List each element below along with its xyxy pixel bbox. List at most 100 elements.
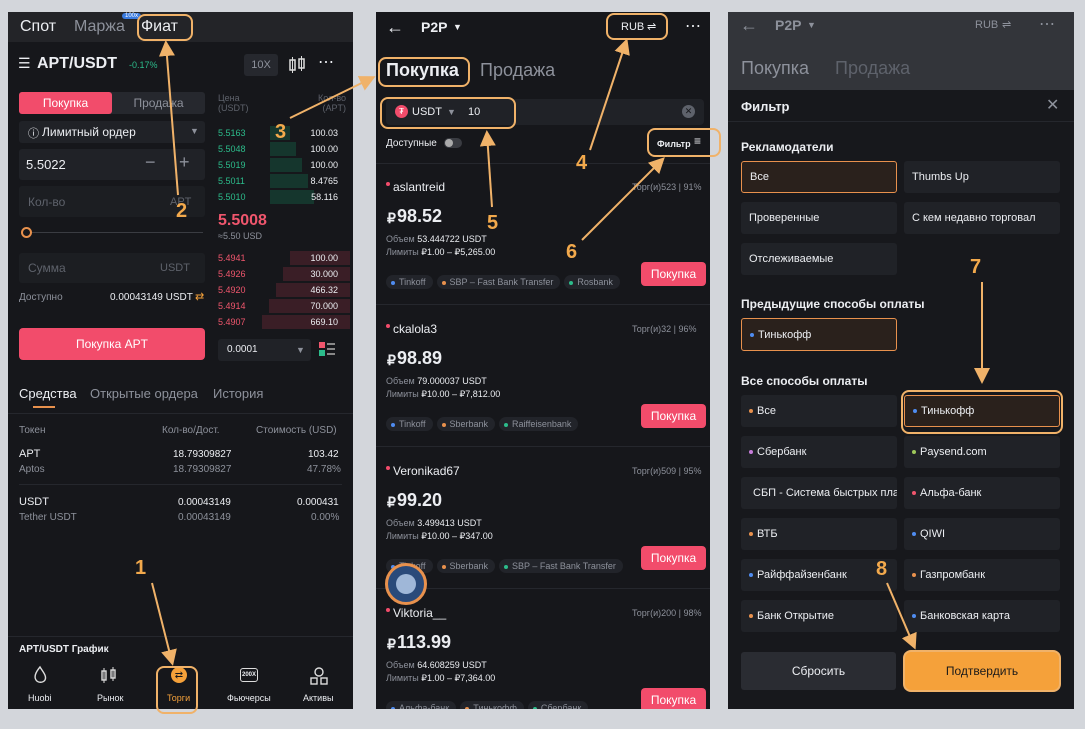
confirm-button[interactable]: Подтвердить <box>904 652 1060 690</box>
tab-funds[interactable]: Средства <box>19 386 77 401</box>
pair-title[interactable]: APT/USDT <box>37 55 117 72</box>
buy-button[interactable]: Покупка <box>641 262 706 286</box>
swap-icon[interactable]: ⇌ <box>1002 19 1012 31</box>
nav-trade[interactable]: Торги <box>167 693 191 703</box>
p2p-title[interactable]: P2P <box>775 17 802 33</box>
bid-price: 5.5163 <box>218 128 246 138</box>
tab-fiat[interactable]: Фиат <box>141 18 178 35</box>
bid-qty: 8.4765 <box>310 176 338 186</box>
menu-icon[interactable]: ☰ <box>18 55 31 71</box>
payment-method-option[interactable]: ВТБ <box>741 518 897 550</box>
slider-handle[interactable] <box>21 227 32 238</box>
tab-history[interactable]: История <box>213 386 264 401</box>
buy-button[interactable]: Покупка <box>641 688 706 709</box>
candles-icon[interactable] <box>288 56 306 74</box>
bid-price: 5.5011 <box>218 176 245 186</box>
order-type-select[interactable] <box>19 121 205 143</box>
more-icon[interactable]: ⋯ <box>685 18 701 35</box>
merchant-name[interactable]: Veronikad67 <box>393 464 460 478</box>
chart-link[interactable]: APT/USDT График <box>19 644 109 655</box>
filter-button[interactable]: Фильтр <box>657 139 691 149</box>
buy-button[interactable]: Покупка <box>641 404 706 428</box>
payment-chip: Tinkoff <box>386 275 433 289</box>
futures-icon[interactable]: 200X <box>240 668 258 682</box>
assets-icon[interactable] <box>310 667 328 685</box>
prev-method-tinkoff[interactable]: Тинькофф <box>741 318 897 351</box>
merchant-name[interactable]: ckalola3 <box>393 322 438 336</box>
payment-method-option[interactable]: Paysend.com <box>904 436 1060 468</box>
back-arrow-icon[interactable]: ← <box>386 17 404 37</box>
ask-depth-bar <box>290 251 350 265</box>
advertiser-thumbs-up[interactable]: Thumbs Up <box>904 161 1060 193</box>
qty-input[interactable] <box>19 186 205 217</box>
sum-input[interactable] <box>19 253 205 283</box>
caret-down-icon[interactable]: ▼ <box>807 20 816 30</box>
close-icon[interactable]: ✕ <box>1046 97 1060 114</box>
advertiser-verified[interactable]: Проверенные <box>741 202 897 234</box>
buy-button[interactable]: Покупка <box>641 546 706 570</box>
huobi-icon[interactable] <box>32 665 48 684</box>
minus-icon[interactable]: − <box>145 152 156 172</box>
amount-bar[interactable] <box>386 99 704 125</box>
nav-huobi[interactable]: Huobi <box>28 693 52 703</box>
back-arrow-icon[interactable]: ← <box>740 15 758 35</box>
payment-method-option[interactable]: Все <box>741 395 897 427</box>
currency-selector[interactable]: RUB <box>621 21 645 33</box>
buy-tab[interactable]: Покупка <box>19 92 112 114</box>
market-icon[interactable] <box>100 667 118 685</box>
p2p-title[interactable]: P2P <box>421 19 448 35</box>
tab-spot[interactable]: Спот <box>20 18 57 35</box>
tab-sell[interactable]: Продажа <box>480 60 556 80</box>
support-avatar[interactable] <box>385 563 427 605</box>
payment-chip: Альфа-банк <box>386 701 457 709</box>
trade-icon[interactable]: ⇄ <box>171 667 187 683</box>
advertiser-recent[interactable]: С кем недавно торговал <box>904 202 1060 234</box>
tab-buy[interactable]: Покупка <box>741 58 810 78</box>
tab-open-orders[interactable]: Открытые ордера <box>90 386 198 401</box>
more-icon[interactable]: ⋯ <box>318 54 334 71</box>
price-value: 5.5022 <box>26 157 66 172</box>
advertiser-followed[interactable]: Отслеживаемые <box>741 243 897 275</box>
transfer-icon[interactable]: ⇄ <box>195 291 205 303</box>
leverage-button[interactable]: 10X <box>244 54 278 76</box>
annotation-7: 7 <box>970 256 982 278</box>
caret-down-icon: ▼ <box>447 107 456 117</box>
nav-market[interactable]: Рынок <box>97 693 124 703</box>
payment-method-option[interactable]: Альфа-банк <box>904 477 1060 509</box>
merchant-name[interactable]: aslantreid <box>393 180 446 194</box>
nav-futures[interactable]: Фьючерсы <box>227 693 271 703</box>
tab-buy[interactable]: Покупка <box>386 60 459 80</box>
book-layout-icon[interactable] <box>319 341 335 357</box>
amount-input[interactable]: 10 <box>468 106 481 118</box>
reset-button[interactable]: Сбросить <box>741 652 896 690</box>
payment-method-option[interactable]: Райффайзенбанк <box>741 559 897 591</box>
merchant-name[interactable]: Viktoria__ <box>393 606 447 620</box>
filter-icon[interactable]: ≡ <box>694 134 702 148</box>
more-icon[interactable]: ⋯ <box>1039 16 1055 33</box>
asset-pct: 0.00% <box>311 512 340 523</box>
payment-method-option[interactable]: СБП - Система быстрых платежей <box>741 477 897 509</box>
buy-apt-button[interactable]: Покупка APT <box>19 328 205 360</box>
payment-method-option[interactable]: Тинькофф <box>904 395 1060 427</box>
swap-icon[interactable]: ⇌ <box>647 21 657 33</box>
advertiser-all[interactable]: Все <box>741 161 897 193</box>
payment-method-option[interactable]: Сбербанк <box>741 436 897 468</box>
tab-margin[interactable]: Маржа <box>74 18 125 35</box>
payment-method-option[interactable]: Банк Открытие <box>741 600 897 632</box>
nav-assets[interactable]: Активы <box>303 693 334 703</box>
ask-depth-bar <box>283 267 350 281</box>
payment-method-option[interactable]: QIWI <box>904 518 1060 550</box>
currency-selector[interactable]: RUB <box>975 19 999 31</box>
tab-sell[interactable]: Продажа <box>835 58 911 78</box>
clear-icon[interactable]: ✕ <box>682 105 695 118</box>
divider <box>376 304 710 305</box>
depth-select[interactable] <box>218 339 311 361</box>
method-dot <box>532 706 537 709</box>
coin-selector[interactable]: USDT <box>412 106 442 118</box>
payment-method-option[interactable]: Банковская карта <box>904 600 1060 632</box>
available-toggle[interactable] <box>444 138 462 148</box>
caret-down-icon[interactable]: ▼ <box>453 22 462 32</box>
plus-icon[interactable]: + <box>179 152 190 172</box>
payment-method-option[interactable]: Газпромбанк <box>904 559 1060 591</box>
amount-slider[interactable] <box>28 232 203 233</box>
